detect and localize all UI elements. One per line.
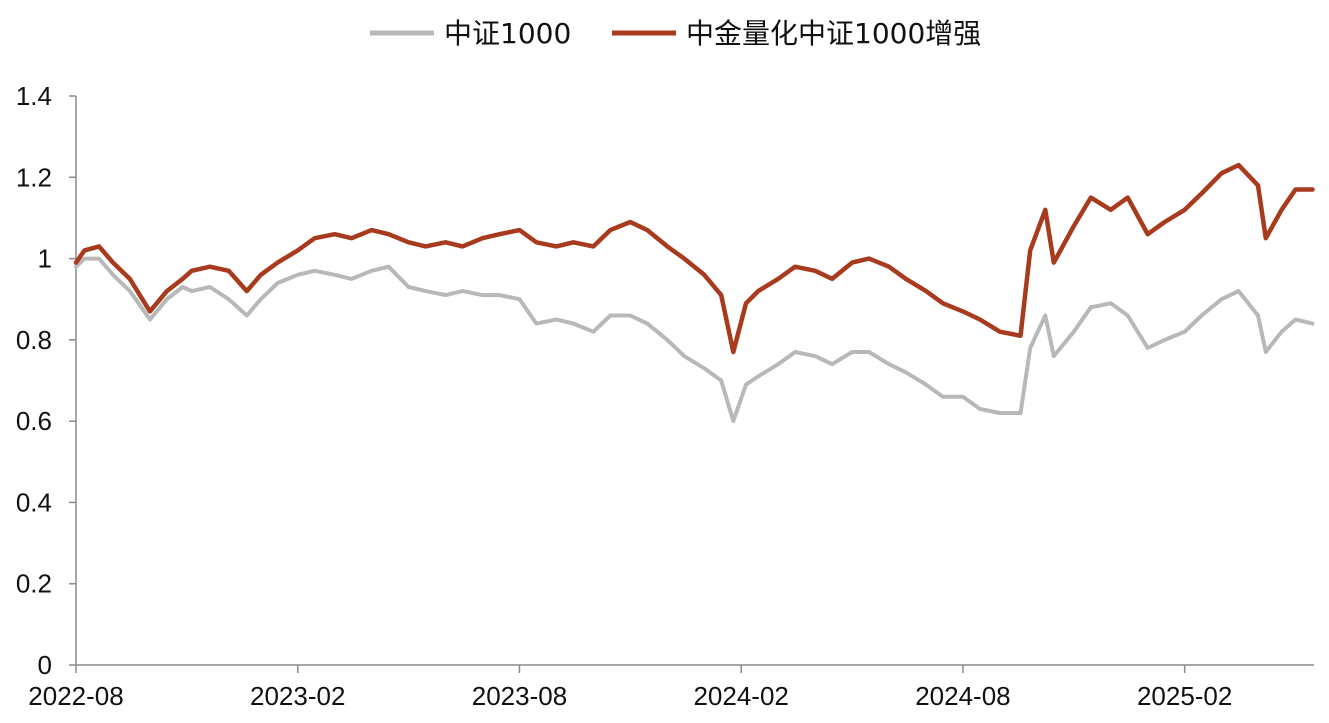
chart-legend: 中证1000 中金量化中证1000增强 — [370, 17, 981, 50]
x-axis-ticks: 2022-08 2023-02 2023-08 2024-02 2024-08 2025-… — [28, 665, 1232, 711]
x-tick-label: 2022-08 — [28, 681, 123, 711]
y-tick-label: 0.2 — [16, 569, 52, 599]
x-tick-label: 2023-08 — [472, 681, 567, 711]
y-axis-ticks: 0 0.2 0.4 0.6 0.8 1 1.2 1.4 — [16, 81, 76, 680]
legend-label-2: 中金量化中证1000增强 — [686, 17, 981, 50]
y-tick-label: 0.4 — [16, 487, 52, 517]
chart-axes — [75, 96, 1314, 666]
series-line-2 — [73, 162, 1315, 355]
series-line-1 — [74, 256, 1315, 424]
y-tick-label: 0 — [38, 650, 52, 680]
legend-label-1: 中证1000 — [444, 17, 571, 50]
y-tick-label: 0.6 — [16, 406, 52, 436]
y-tick-label: 1.2 — [16, 162, 52, 192]
x-tick-label: 2024-02 — [693, 681, 788, 711]
y-tick-label: 1.4 — [16, 81, 52, 111]
x-tick-label: 2024-08 — [915, 681, 1010, 711]
chart-series — [73, 162, 1315, 424]
y-tick-label: 1 — [38, 244, 52, 274]
x-tick-label: 2023-02 — [250, 681, 345, 711]
y-tick-label: 0.8 — [16, 325, 52, 355]
x-tick-label: 2025-02 — [1137, 681, 1232, 711]
